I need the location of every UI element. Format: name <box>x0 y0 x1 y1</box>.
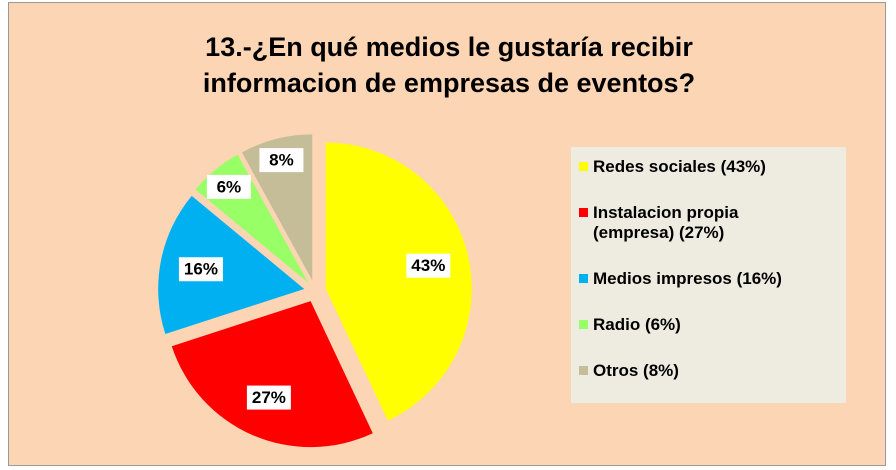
pie-slice <box>325 142 472 421</box>
legend: Redes sociales (43%) Instalacion propia (… <box>571 147 846 403</box>
legend-swatch <box>579 274 588 283</box>
label-bg <box>246 385 291 410</box>
legend-item: Redes sociales (43%) <box>579 157 838 177</box>
label-bg <box>178 257 223 282</box>
legend-item: Medios impresos (16%) <box>579 269 838 289</box>
legend-swatch <box>579 366 588 375</box>
legend-swatch <box>579 208 588 217</box>
data-label: 27% <box>252 388 286 407</box>
pie-slice <box>171 301 373 448</box>
pie-slice <box>158 195 305 335</box>
data-label: 6% <box>217 177 242 196</box>
legend-label: Otros (8%) <box>593 361 679 380</box>
legend-item: Radio (6%) <box>579 315 838 335</box>
chart-area: 13.-¿En qué medios le gustaría recibir i… <box>8 2 886 466</box>
chart-title: 13.-¿En qué medios le gustaría recibir i… <box>202 32 696 98</box>
legend-label: Instalacion propia (empresa) (27%) <box>593 203 739 242</box>
legend-swatch <box>579 320 588 329</box>
legend-swatch <box>579 162 588 171</box>
legend-item: Instalacion propia (empresa) (27%) <box>579 203 838 243</box>
data-label: 16% <box>184 260 218 279</box>
label-bg <box>259 148 304 173</box>
legend-label: Redes sociales (43%) <box>593 157 766 176</box>
legend-label: Medios impresos (16%) <box>593 269 782 288</box>
data-label: 8% <box>269 151 294 170</box>
legend-label: Radio (6%) <box>593 315 681 334</box>
label-bg <box>406 253 451 278</box>
data-label: 43% <box>411 256 445 275</box>
legend-item: Otros (8%) <box>579 361 838 381</box>
label-bg <box>206 174 251 199</box>
pie: 43% 27% 16% 6% 8% <box>158 134 472 448</box>
